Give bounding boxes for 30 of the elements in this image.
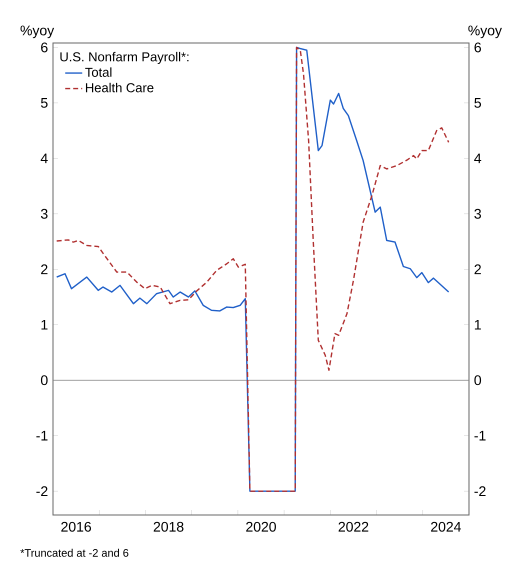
- y-tick-label: 0: [40, 375, 48, 386]
- x-tick-label: 2016: [61, 522, 91, 532]
- y-tick-label: 3: [40, 208, 48, 219]
- y2-tick-label: 4: [474, 154, 482, 164]
- y-tick-label: -2: [36, 486, 48, 496]
- y-tick-label: 1: [41, 320, 48, 330]
- x-tick-label: 2022: [338, 522, 368, 532]
- y-axis-title: %yoy: [20, 26, 54, 38]
- text: *Truncated at -2 and 6: [20, 548, 128, 557]
- legend-label: Total: [85, 67, 112, 77]
- y-tick-label: 5: [40, 98, 48, 108]
- x-tick-label: 2018: [154, 522, 184, 532]
- y-tick-label: 2: [41, 264, 48, 274]
- legend-label: Health Care: [86, 82, 154, 92]
- y2-tick-label: 3: [474, 208, 481, 219]
- y2-tick-label: 0: [474, 375, 482, 386]
- x-tick-label: 2020: [246, 522, 276, 532]
- y2-tick-label: -1: [474, 430, 486, 440]
- line-series: [56, 46, 450, 492]
- y-tick-label: -1: [36, 430, 48, 440]
- y-tick-label: 4: [40, 154, 48, 164]
- legend-title: U.S. Nonfarm Payroll*:: [60, 52, 188, 64]
- y2-tick-label: 6: [474, 42, 481, 52]
- y2-tick-label: 5: [474, 98, 482, 108]
- y2-tick-label: -2: [474, 486, 486, 496]
- x-tick-label: 2024: [431, 522, 461, 532]
- y-tick-label: 6: [41, 42, 48, 52]
- y2-axis-title: %yoy: [468, 26, 502, 38]
- y2-tick-label: 1: [474, 320, 481, 330]
- y2-tick-label: 2: [474, 264, 481, 274]
